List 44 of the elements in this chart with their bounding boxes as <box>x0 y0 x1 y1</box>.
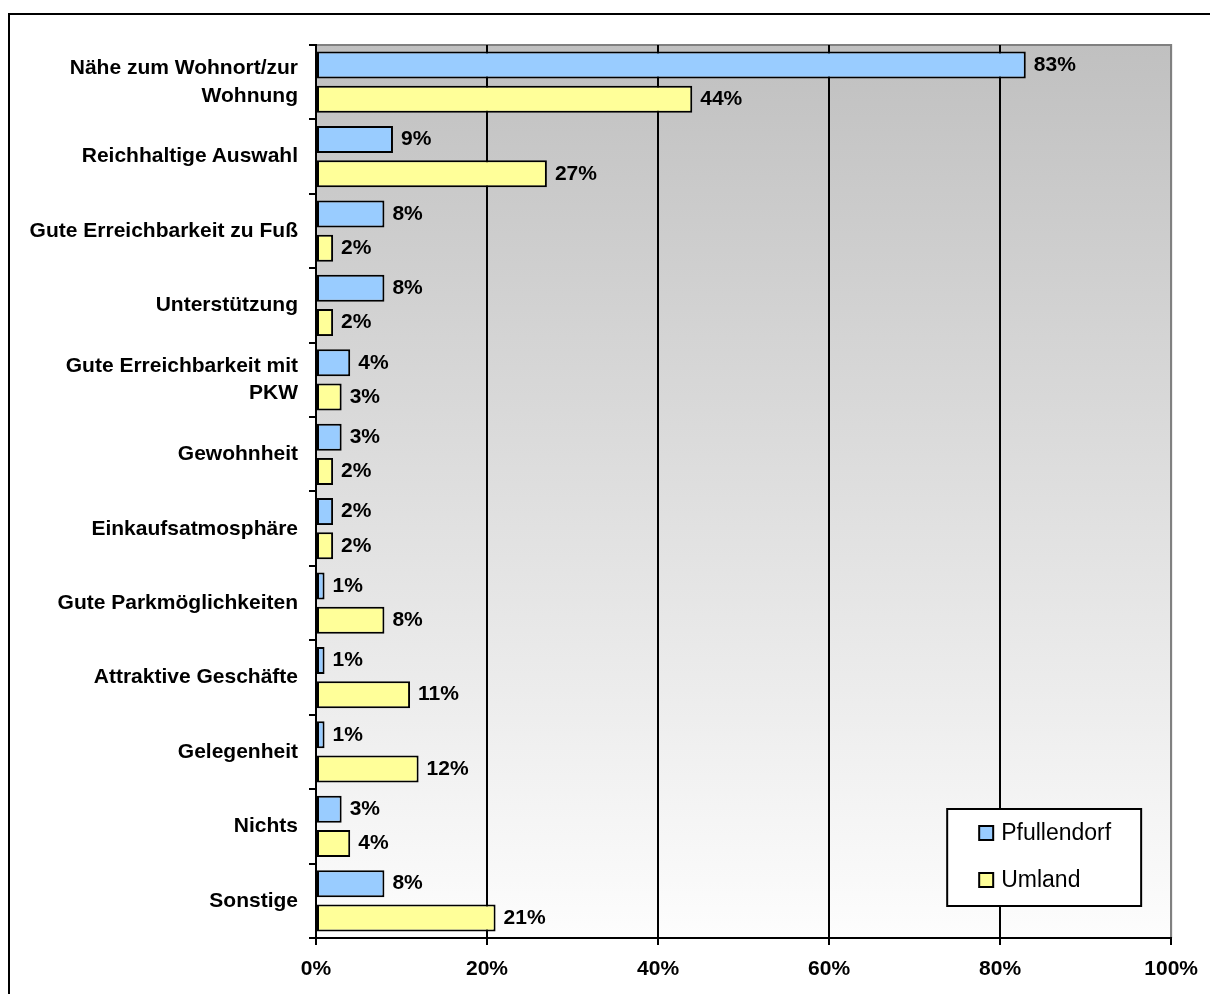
data-label: 12% <box>426 755 469 779</box>
y-tick-label: Gute Erreichbarkeit zu Fuß <box>29 217 299 241</box>
y-tick-label: Gute Parkmöglichkeiten <box>57 589 298 613</box>
x-tick-label: 0% <box>300 956 332 980</box>
legend-label: Umland <box>1001 866 1081 893</box>
data-label: 2% <box>341 498 372 522</box>
data-label: 3% <box>349 796 381 820</box>
data-label: 8% <box>392 607 424 631</box>
data-label: 3% <box>349 383 381 407</box>
data-label: 8% <box>392 200 424 224</box>
y-tick-label: Sonstige <box>209 887 298 911</box>
data-label: 8% <box>392 275 424 299</box>
x-tick-label: 100% <box>1144 956 1199 980</box>
data-label: 2% <box>341 234 372 258</box>
data-label: 4% <box>358 349 389 373</box>
data-label: 1% <box>332 721 364 745</box>
y-tick-label: Attraktive Geschäfte <box>93 664 298 688</box>
x-tick-label: 60% <box>808 956 851 980</box>
y-tick-label: Unterstützung <box>155 292 298 316</box>
y-tick-label: Gute Erreichbarkeit mit PKW <box>65 353 299 404</box>
x-tick-label: 20% <box>466 956 509 980</box>
x-tick-label: 40% <box>637 956 680 980</box>
data-label: 2% <box>341 458 372 482</box>
data-label: 8% <box>392 870 424 894</box>
data-label: 4% <box>358 830 389 854</box>
legend-label: Pfullendorf <box>1001 819 1112 846</box>
data-label: 27% <box>554 160 598 184</box>
data-label: 21% <box>503 904 546 928</box>
data-label: 11% <box>418 681 460 705</box>
y-tick-label: Nähe zum Wohnort/zur Wohnung <box>69 55 298 106</box>
x-tick-label: 80% <box>979 956 1022 980</box>
data-label: 2% <box>341 532 372 556</box>
data-label: 44% <box>700 86 743 110</box>
data-label: 3% <box>349 423 381 447</box>
y-tick-label: Gelegenheit <box>177 738 298 762</box>
data-label: 2% <box>341 309 372 333</box>
data-label: 83% <box>1033 51 1077 75</box>
y-tick-label: Reichhaltige Auswahl <box>81 143 298 167</box>
y-tick-label: Gewohnheit <box>177 441 298 465</box>
data-label: 1% <box>332 647 364 671</box>
y-tick-label: Einkaufsatmosphäre <box>91 515 298 539</box>
y-tick-label: Nichts <box>233 813 298 837</box>
data-label: 9% <box>400 126 432 150</box>
data-label: 1% <box>332 572 364 596</box>
